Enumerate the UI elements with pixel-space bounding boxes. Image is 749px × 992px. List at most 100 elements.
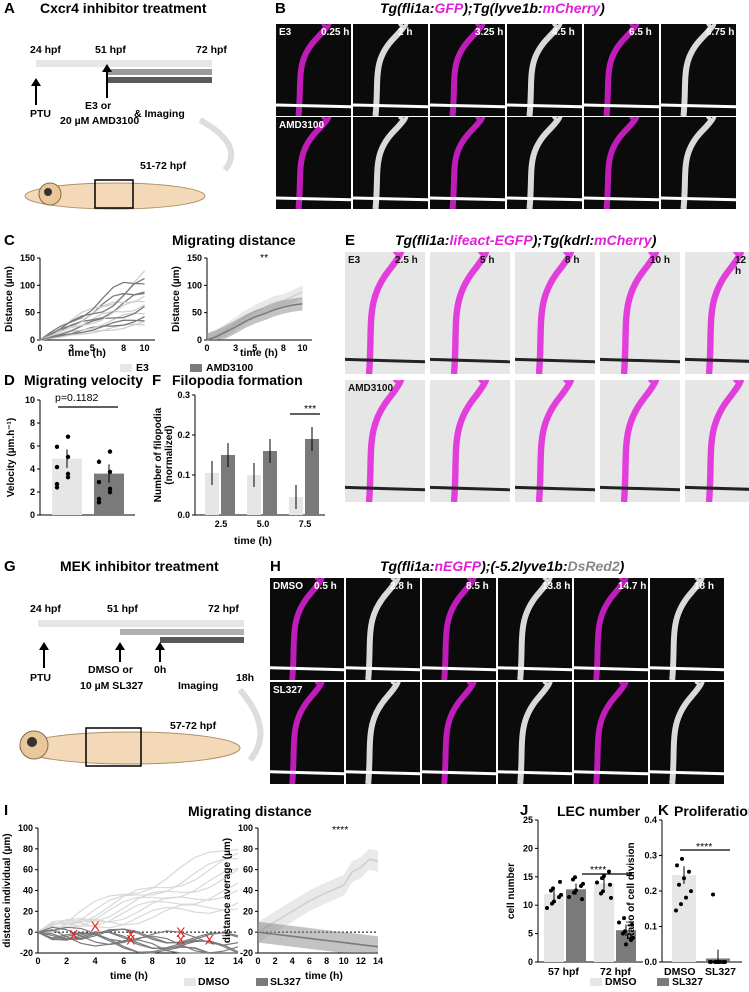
g-curved-arrow xyxy=(237,688,264,762)
i-left-trace xyxy=(37,852,239,933)
g-imaging-arrowhead xyxy=(155,642,165,650)
j-bar-DMSO-72 hpf xyxy=(594,883,614,962)
f-ytick-label: 0.1 xyxy=(177,470,190,480)
vessel-path xyxy=(535,380,575,502)
i-left-trace xyxy=(37,926,239,954)
i-sig: **** xyxy=(332,824,349,836)
j-point xyxy=(609,895,613,900)
a-fish-eye xyxy=(44,188,52,196)
i-right-xtick-label: 6 xyxy=(307,956,312,966)
a-ptu-arrowhead xyxy=(31,78,41,86)
c-right-xtick-label: 0 xyxy=(204,343,209,353)
e-image-r0-c2 xyxy=(515,252,595,374)
vessel-image xyxy=(276,24,351,116)
b-time-label: 2 h xyxy=(398,27,413,38)
c-left-ylabel: Distance (µm) xyxy=(4,266,15,332)
d-ylabel: Velocity (µm.h⁻¹) xyxy=(6,418,17,497)
vessel-path xyxy=(705,380,745,502)
panel-label-d: D xyxy=(4,372,15,389)
e-time-label: 12 h xyxy=(735,255,747,277)
i-left-xtick-label: 4 xyxy=(93,956,98,966)
d-point xyxy=(107,486,113,492)
h-image-r1-c3 xyxy=(498,682,572,784)
e-image-r0-c0 xyxy=(345,252,425,374)
j-ytick-label: 10 xyxy=(523,900,533,910)
h-time-label: 13.8 h xyxy=(542,581,571,592)
vessel-base xyxy=(430,196,505,202)
k-point xyxy=(711,892,715,897)
vessel-image xyxy=(498,682,572,784)
j-point xyxy=(549,888,553,893)
c-left-ytick-label: 0 xyxy=(30,335,35,345)
vessel-path xyxy=(372,24,409,116)
c-legend-amd: AMD3100 xyxy=(206,362,254,374)
k-point xyxy=(677,882,681,887)
b-row-label-2: AMD3100 xyxy=(279,120,325,131)
h-image-r1-c1 xyxy=(346,682,420,784)
b-image-r0-c2 xyxy=(430,24,505,116)
d-ytick-label: 2 xyxy=(30,487,35,497)
a-imaging: & Imaging xyxy=(134,108,185,120)
j-point xyxy=(580,897,584,902)
g-ptu: PTU xyxy=(30,672,51,684)
b-time-label: 4.5 h xyxy=(552,27,575,38)
b-time-label: 0.25 h xyxy=(321,27,350,38)
vessel-image xyxy=(515,252,595,374)
g-t72: 72 hpf xyxy=(208,603,239,615)
f-xlabel: time (h) xyxy=(234,535,272,547)
bottom-legend-dmso: DMSO xyxy=(605,976,637,988)
i-legend-sl327: SL327 xyxy=(270,976,301,988)
vessel-image xyxy=(430,380,510,502)
c-right-ytick-label: 100 xyxy=(187,280,202,290)
j-point xyxy=(557,895,561,900)
g-ptu-arrowhead xyxy=(39,642,49,650)
vessel-path xyxy=(449,117,486,209)
h-image-r0-c3 xyxy=(498,578,572,680)
b-image-r1-c1 xyxy=(353,117,428,209)
a-t51: 51 hpf xyxy=(95,44,126,56)
i-right-ytick-label: 80 xyxy=(243,844,253,854)
f-bar-AMD3100-2.5 xyxy=(221,455,235,515)
vessel-path xyxy=(365,682,401,784)
c-sig: ** xyxy=(260,252,269,264)
f-title: Filopodia formation xyxy=(172,372,303,388)
vessel-base xyxy=(498,770,572,776)
vessel-path xyxy=(669,682,705,784)
j-x-57: 57 hpf xyxy=(548,966,579,978)
vessel-base xyxy=(346,666,420,672)
vessel-path xyxy=(680,24,717,116)
d-point xyxy=(96,496,102,502)
b-image-r1-c0 xyxy=(276,117,351,209)
vessel-base xyxy=(515,485,595,492)
a-title: Cxcr4 inhibitor treatment xyxy=(40,0,207,16)
i-right-xtick-label: 2 xyxy=(273,956,278,966)
d-point xyxy=(54,481,60,487)
a-timeline-bar xyxy=(36,60,212,67)
g-title: MEK inhibitor treatment xyxy=(60,558,219,574)
vessel-base xyxy=(276,196,351,202)
vessel-base xyxy=(650,666,724,672)
vessel-image xyxy=(661,24,736,116)
d-point xyxy=(65,454,71,460)
k-ytick-label: 0.4 xyxy=(644,815,657,825)
vessel-path xyxy=(295,117,332,209)
k-ytick-label: 0.3 xyxy=(644,851,657,861)
i-left-xtick-label: 0 xyxy=(35,956,40,966)
k-point xyxy=(674,908,678,913)
i-left-trace xyxy=(37,882,239,933)
vessel-base xyxy=(507,196,582,202)
c-left-ytick-label: 150 xyxy=(20,253,35,263)
c-right-xtick-label: 5 xyxy=(252,343,257,353)
j-bar-SL327-57 hpf xyxy=(566,889,586,962)
d-ytick-label: 8 xyxy=(30,418,35,428)
vessel-image xyxy=(661,117,736,209)
h-time-label: 14.7 h xyxy=(618,581,647,592)
vessel-base xyxy=(345,357,425,364)
vessel-base xyxy=(600,357,680,364)
i-right-xtick-label: 14 xyxy=(373,956,383,966)
vessel-base xyxy=(345,485,425,492)
k-point xyxy=(687,869,691,874)
i-left-cell-death-marker: X xyxy=(126,931,136,947)
b-image-r0-c1 xyxy=(353,24,428,116)
b-row-label-1: E3 xyxy=(279,27,292,38)
